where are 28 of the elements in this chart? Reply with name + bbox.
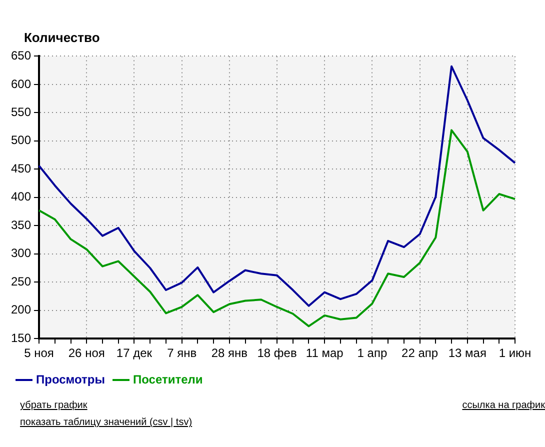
x-tick-label: 7 янв xyxy=(167,346,197,360)
x-tick-label: 13 мая xyxy=(448,346,486,360)
x-tick-label: 1 апр xyxy=(357,346,388,360)
x-tick-label: 5 ноя xyxy=(24,346,54,360)
y-axis-title: Количество xyxy=(24,30,101,46)
x-tick-label: 11 мар xyxy=(306,346,344,360)
x-tick-label: 17 дек xyxy=(116,346,153,360)
y-tick-label: 500 xyxy=(10,133,32,148)
text: ссылка на график xyxy=(462,400,545,411)
y-tick-label: 150 xyxy=(10,330,32,345)
y-tick-label: 400 xyxy=(10,190,32,204)
legend-label: Посетители xyxy=(133,372,203,386)
y-tick-label: 650 xyxy=(10,48,32,63)
y-tick-label: 350 xyxy=(10,218,32,232)
y-tick-label: 300 xyxy=(10,246,32,260)
x-tick-label: 28 янв xyxy=(211,346,248,360)
y-tick-label: 600 xyxy=(10,76,32,91)
x-tick-label: 18 фев xyxy=(257,346,297,360)
x-tick-label: 26 ноя xyxy=(68,346,105,360)
y-tick-label: 450 xyxy=(10,161,32,176)
legend-label: Просмотры xyxy=(36,372,106,386)
y-tick-label: 200 xyxy=(10,302,32,317)
text: показать таблицу значений (csv | tsv) xyxy=(20,417,194,428)
y-tick-label: 250 xyxy=(10,274,32,288)
x-tick-label: 1 июн xyxy=(498,346,532,360)
x-tick-label: 22 апр xyxy=(402,346,438,360)
y-tick-label: 550 xyxy=(10,104,32,119)
text: убрать график xyxy=(20,400,88,411)
